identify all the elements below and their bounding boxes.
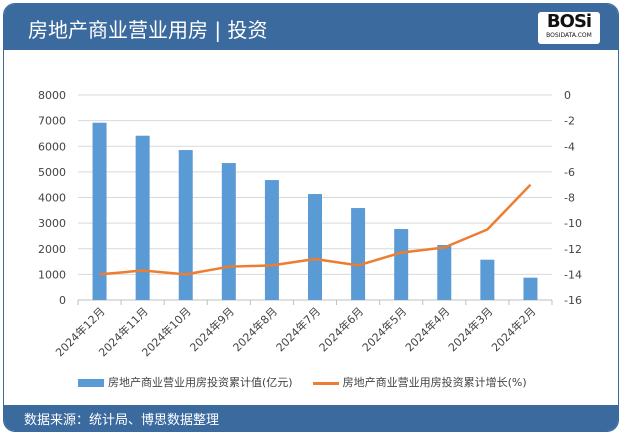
x-tick-label: 2024年4月 [402, 304, 452, 354]
x-tick-label: 2024年9月 [187, 304, 237, 354]
bar [394, 229, 409, 300]
y-right-tick-label: -8 [564, 192, 575, 205]
y-right-tick-label: -4 [564, 140, 575, 153]
header-bar: 房地产商业营业用房 | 投资 BOSi BOSIDATA.COM [4, 4, 618, 50]
y-right-tick-label: -6 [564, 166, 575, 179]
y-right-tick-label: -2 [564, 115, 575, 128]
bar [437, 245, 452, 300]
legend: 房地产商业营业用房投资累计值(亿元) 房地产商业营业用房投资累计增长(%) [78, 374, 527, 390]
y-left-tick-label: 8000 [38, 89, 66, 102]
y-right-tick-label: -10 [564, 217, 582, 230]
x-tick-label: 2024年6月 [316, 304, 366, 354]
y-left-tick-label: 5000 [38, 166, 66, 179]
legend-label-bar: 房地产商业营业用房投资累计值(亿元) [108, 376, 293, 389]
x-tick-label: 2024年8月 [230, 304, 280, 354]
y-right-tick-label: 0 [564, 89, 571, 102]
y-left-tick-label: 4000 [38, 192, 66, 205]
legend-swatch-line [312, 381, 339, 385]
bar [221, 163, 236, 300]
y-right-tick-label: -12 [564, 243, 582, 256]
footer-bar: 数据来源：统计局、博思数据整理 [4, 405, 618, 431]
legend-item-bar: 房地产商业营业用房投资累计值(亿元) [78, 374, 293, 390]
bar [92, 122, 107, 300]
x-tick-label: 2024年3月 [445, 304, 495, 354]
bar [351, 208, 366, 300]
legend-swatch-bar [78, 379, 104, 387]
page-title: 房地产商业营业用房 | 投资 [28, 18, 268, 42]
y-left-tick-label: 1000 [38, 268, 66, 281]
bar [178, 150, 193, 300]
bar [264, 180, 279, 300]
growth-line [99, 183, 532, 276]
logo-subtext: BOSIDATA.COM [546, 32, 592, 39]
bosi-logo: BOSi BOSIDATA.COM [538, 12, 600, 44]
bar [135, 135, 150, 300]
bar [480, 259, 495, 300]
y-right-tick-label: -14 [564, 268, 582, 281]
x-tick-label: 2024年5月 [359, 304, 409, 354]
bar [308, 194, 322, 300]
legend-label-line: 房地产商业营业用房投资累计增长(%) [342, 376, 527, 389]
x-tick-label: 2024年2月 [488, 304, 538, 354]
y-left-tick-label: 7000 [38, 115, 66, 128]
bar [523, 277, 538, 300]
data-source: 数据来源：统计局、博思数据整理 [24, 413, 220, 428]
y-left-tick-label: 2000 [38, 243, 66, 256]
y-left-tick-label: 3000 [38, 217, 66, 230]
y-left-tick-label: 0 [59, 294, 66, 307]
logo-text: BOSi [546, 11, 592, 32]
y-right-tick-label: -16 [564, 294, 582, 307]
x-tick-label: 2024年7月 [273, 304, 323, 354]
y-left-tick-label: 6000 [38, 140, 66, 153]
legend-item-line: 房地产商业营业用房投资累计增长(%) [312, 374, 527, 390]
